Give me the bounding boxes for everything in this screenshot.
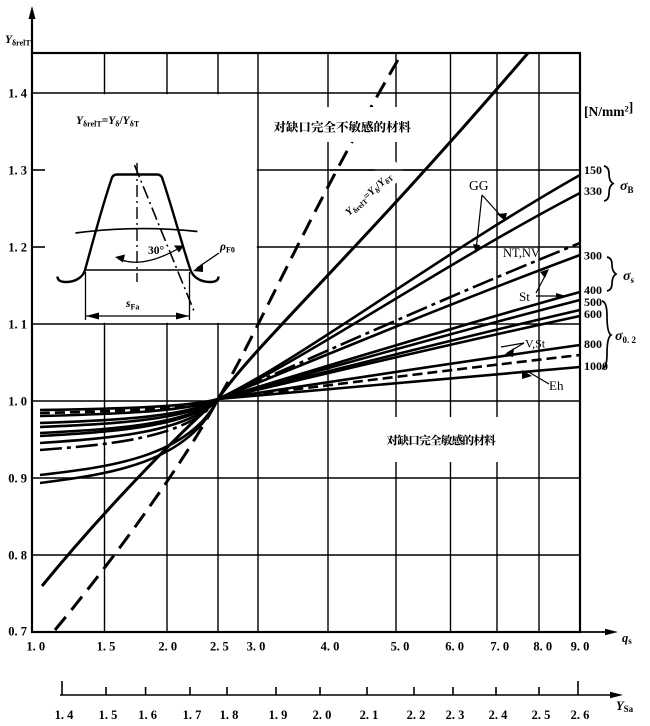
svg-text:2. 2: 2. 2 <box>407 708 426 722</box>
svg-text:St: St <box>519 289 530 304</box>
svg-text:qs: qs <box>622 631 632 646</box>
svg-text:800: 800 <box>584 337 602 351</box>
svg-text:1. 0: 1. 0 <box>8 395 27 409</box>
svg-text:1. 5: 1. 5 <box>99 708 118 722</box>
svg-text:1. 1: 1. 1 <box>8 318 27 332</box>
svg-text:500: 500 <box>584 295 602 309</box>
svg-text:1. 2: 1. 2 <box>8 241 27 255</box>
svg-text:2. 0: 2. 0 <box>313 708 332 722</box>
svg-text:V,St: V,St <box>525 337 546 351</box>
svg-text:2. 5: 2. 5 <box>532 708 551 722</box>
svg-text:150: 150 <box>584 163 602 177</box>
svg-text:0. 8: 0. 8 <box>8 549 27 563</box>
svg-text:1. 4: 1. 4 <box>8 87 28 101</box>
svg-text:1. 5: 1. 5 <box>97 640 116 654</box>
svg-text:9. 0: 9. 0 <box>571 640 590 654</box>
svg-text:1. 7: 1. 7 <box>183 708 202 722</box>
svg-text:YSa: YSa <box>616 699 634 714</box>
svg-text:600: 600 <box>584 307 602 321</box>
svg-text:[N/mm2]: [N/mm2] <box>584 100 633 120</box>
svg-text:0. 7: 0. 7 <box>8 625 27 639</box>
svg-text:2. 4: 2. 4 <box>489 708 509 722</box>
svg-text:σs: σs <box>623 269 635 285</box>
svg-text:Eh: Eh <box>549 378 564 393</box>
svg-text:NT,NV: NT,NV <box>503 246 540 260</box>
svg-text:400: 400 <box>584 283 602 297</box>
svg-text:1. 9: 1. 9 <box>269 708 288 722</box>
svg-text:1000: 1000 <box>584 359 608 373</box>
svg-text:2. 6: 2. 6 <box>571 708 590 722</box>
svg-text:2. 5: 2. 5 <box>210 640 229 654</box>
svg-text:YδrelT=Yδ/YδT: YδrelT=Yδ/YδT <box>76 115 140 129</box>
svg-text:1. 0: 1. 0 <box>26 640 45 654</box>
svg-text:GG: GG <box>469 178 489 193</box>
svg-text:1. 8: 1. 8 <box>220 708 239 722</box>
svg-text:3. 0: 3. 0 <box>247 640 266 654</box>
svg-text:300: 300 <box>584 249 602 263</box>
svg-text:2. 1: 2. 1 <box>360 708 379 722</box>
svg-text:σB: σB <box>620 179 634 195</box>
svg-text:4. 0: 4. 0 <box>321 640 340 654</box>
svg-text:ρF0: ρF0 <box>219 241 235 255</box>
svg-text:330: 330 <box>584 184 602 198</box>
svg-text:7. 0: 7. 0 <box>490 640 509 654</box>
svg-text:1. 6: 1. 6 <box>138 708 157 722</box>
svg-text:1. 3: 1. 3 <box>8 164 27 178</box>
svg-text:30°: 30° <box>148 245 165 257</box>
svg-text:1. 4: 1. 4 <box>55 708 75 722</box>
svg-text:6. 0: 6. 0 <box>445 640 464 654</box>
svg-text:2. 0: 2. 0 <box>158 640 177 654</box>
svg-text:5. 0: 5. 0 <box>391 640 410 654</box>
svg-text:2. 3: 2. 3 <box>446 708 465 722</box>
svg-text:0. 9: 0. 9 <box>8 472 27 486</box>
svg-text:sFa: sFa <box>125 298 139 312</box>
svg-text:σ0. 2: σ0. 2 <box>615 329 637 345</box>
svg-text:YδrelT: YδrelT <box>5 34 31 48</box>
svg-text:8. 0: 8. 0 <box>533 640 552 654</box>
